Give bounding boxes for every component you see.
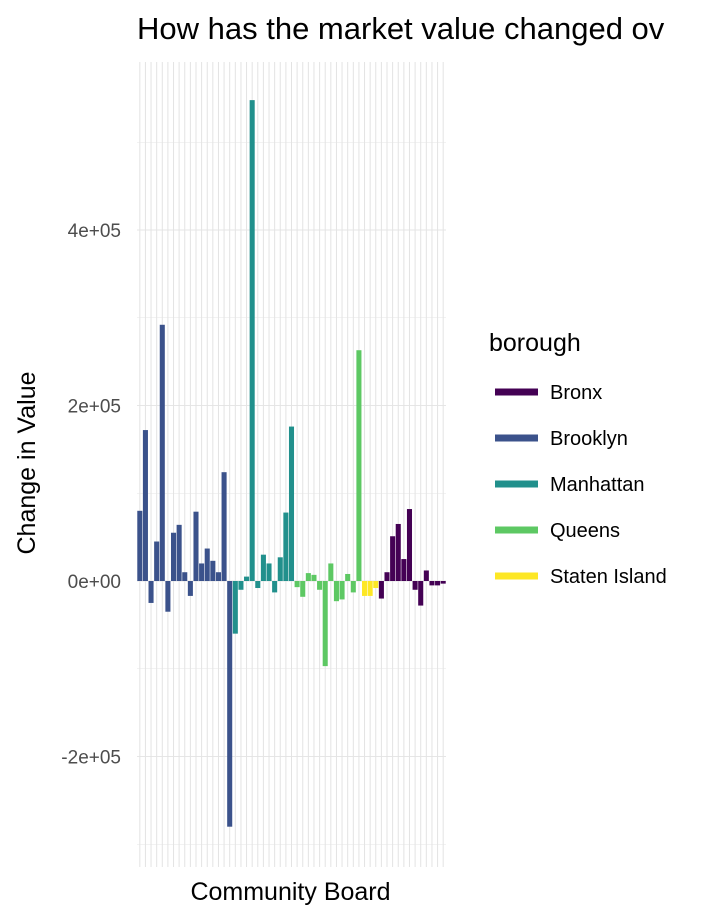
bar-queens-9 <box>339 581 345 600</box>
bar-brooklyn-1 <box>137 510 143 581</box>
chart-title: How has the market value changed ov <box>137 11 665 46</box>
bar-manhattan-2 <box>238 581 244 590</box>
bar-manhattan-8 <box>272 581 278 593</box>
bar-brooklyn-10 <box>187 581 193 596</box>
bar-queens-2 <box>300 581 306 597</box>
bar-manhattan-10 <box>283 512 289 581</box>
y-axis-title: Change in Value <box>13 371 41 554</box>
bar-bronx-9 <box>423 570 429 581</box>
bar-brooklyn-11 <box>193 511 199 581</box>
bar-brooklyn-9 <box>182 572 188 581</box>
bar-bronx-10 <box>429 581 435 586</box>
bars <box>137 100 446 827</box>
y-tick-label: 0e+00 <box>68 572 121 593</box>
bar-bronx-12 <box>440 581 446 584</box>
bar-brooklyn-4 <box>154 541 160 581</box>
bar-brooklyn-7 <box>170 532 177 581</box>
bar-brooklyn-3 <box>148 581 154 603</box>
bar-bronx-6 <box>406 509 413 581</box>
bar-queens-7 <box>328 563 334 581</box>
bar-staten-island-2 <box>367 581 373 596</box>
legend-label: Brooklyn <box>550 428 628 450</box>
bar-manhattan-3 <box>244 576 250 581</box>
y-tick-label: -2e+05 <box>61 748 121 769</box>
bar-bronx-7 <box>412 581 418 590</box>
grid <box>137 62 446 867</box>
legend-label: Manhattan <box>550 474 645 496</box>
bar-bronx-1 <box>378 581 384 599</box>
bar-manhattan-7 <box>266 563 272 581</box>
bar-staten-island-1 <box>362 581 368 596</box>
bar-manhattan-1 <box>232 581 238 634</box>
legend: borough Bronx Brooklyn Manhattan Queens Stat… <box>489 329 667 588</box>
bar-queens-1 <box>294 581 300 588</box>
bar-brooklyn-8 <box>176 524 182 581</box>
bar-brooklyn-6 <box>165 581 171 612</box>
bar-queens-5 <box>317 581 323 590</box>
bar-queens-10 <box>345 573 351 581</box>
bar-manhattan-6 <box>260 554 266 581</box>
y-tick-label: 4e+05 <box>68 221 121 242</box>
bar-brooklyn-14 <box>210 560 216 581</box>
bar-brooklyn-2 <box>142 430 148 581</box>
bar-bronx-8 <box>418 581 424 606</box>
bar-brooklyn-12 <box>199 563 205 581</box>
bar-manhattan-4 <box>249 100 255 581</box>
legend-label: Bronx <box>550 382 602 404</box>
y-axis-ticks: -2e+05 0e+00 2e+05 4e+05 <box>61 221 121 769</box>
legend-label: Queens <box>550 520 620 542</box>
bar-bronx-4 <box>395 523 401 581</box>
bar-staten-island-3 <box>373 581 379 589</box>
bar-manhattan-11 <box>288 426 295 581</box>
bar-bronx-5 <box>401 559 407 581</box>
bar-brooklyn-15 <box>215 572 221 581</box>
legend-title: borough <box>489 329 581 357</box>
bar-manhattan-9 <box>277 557 283 581</box>
bar-brooklyn-17 <box>227 581 233 827</box>
x-axis-title: Community Board <box>190 878 390 906</box>
y-tick-label: 2e+05 <box>68 397 121 418</box>
legend-label: Staten Island <box>550 566 667 588</box>
bar-brooklyn-13 <box>204 548 210 581</box>
bar-queens-11 <box>350 581 356 593</box>
bar-bronx-2 <box>384 572 390 581</box>
bar-queens-3 <box>305 573 311 581</box>
bar-manhattan-5 <box>255 581 261 589</box>
bar-bronx-11 <box>435 581 441 586</box>
bar-queens-4 <box>311 574 317 581</box>
bar-queens-12 <box>356 350 362 581</box>
bar-queens-6 <box>322 581 328 667</box>
bar-brooklyn-16 <box>221 472 227 581</box>
bar-queens-8 <box>333 581 339 602</box>
bar-bronx-3 <box>390 536 396 581</box>
bar-brooklyn-5 <box>159 324 165 581</box>
